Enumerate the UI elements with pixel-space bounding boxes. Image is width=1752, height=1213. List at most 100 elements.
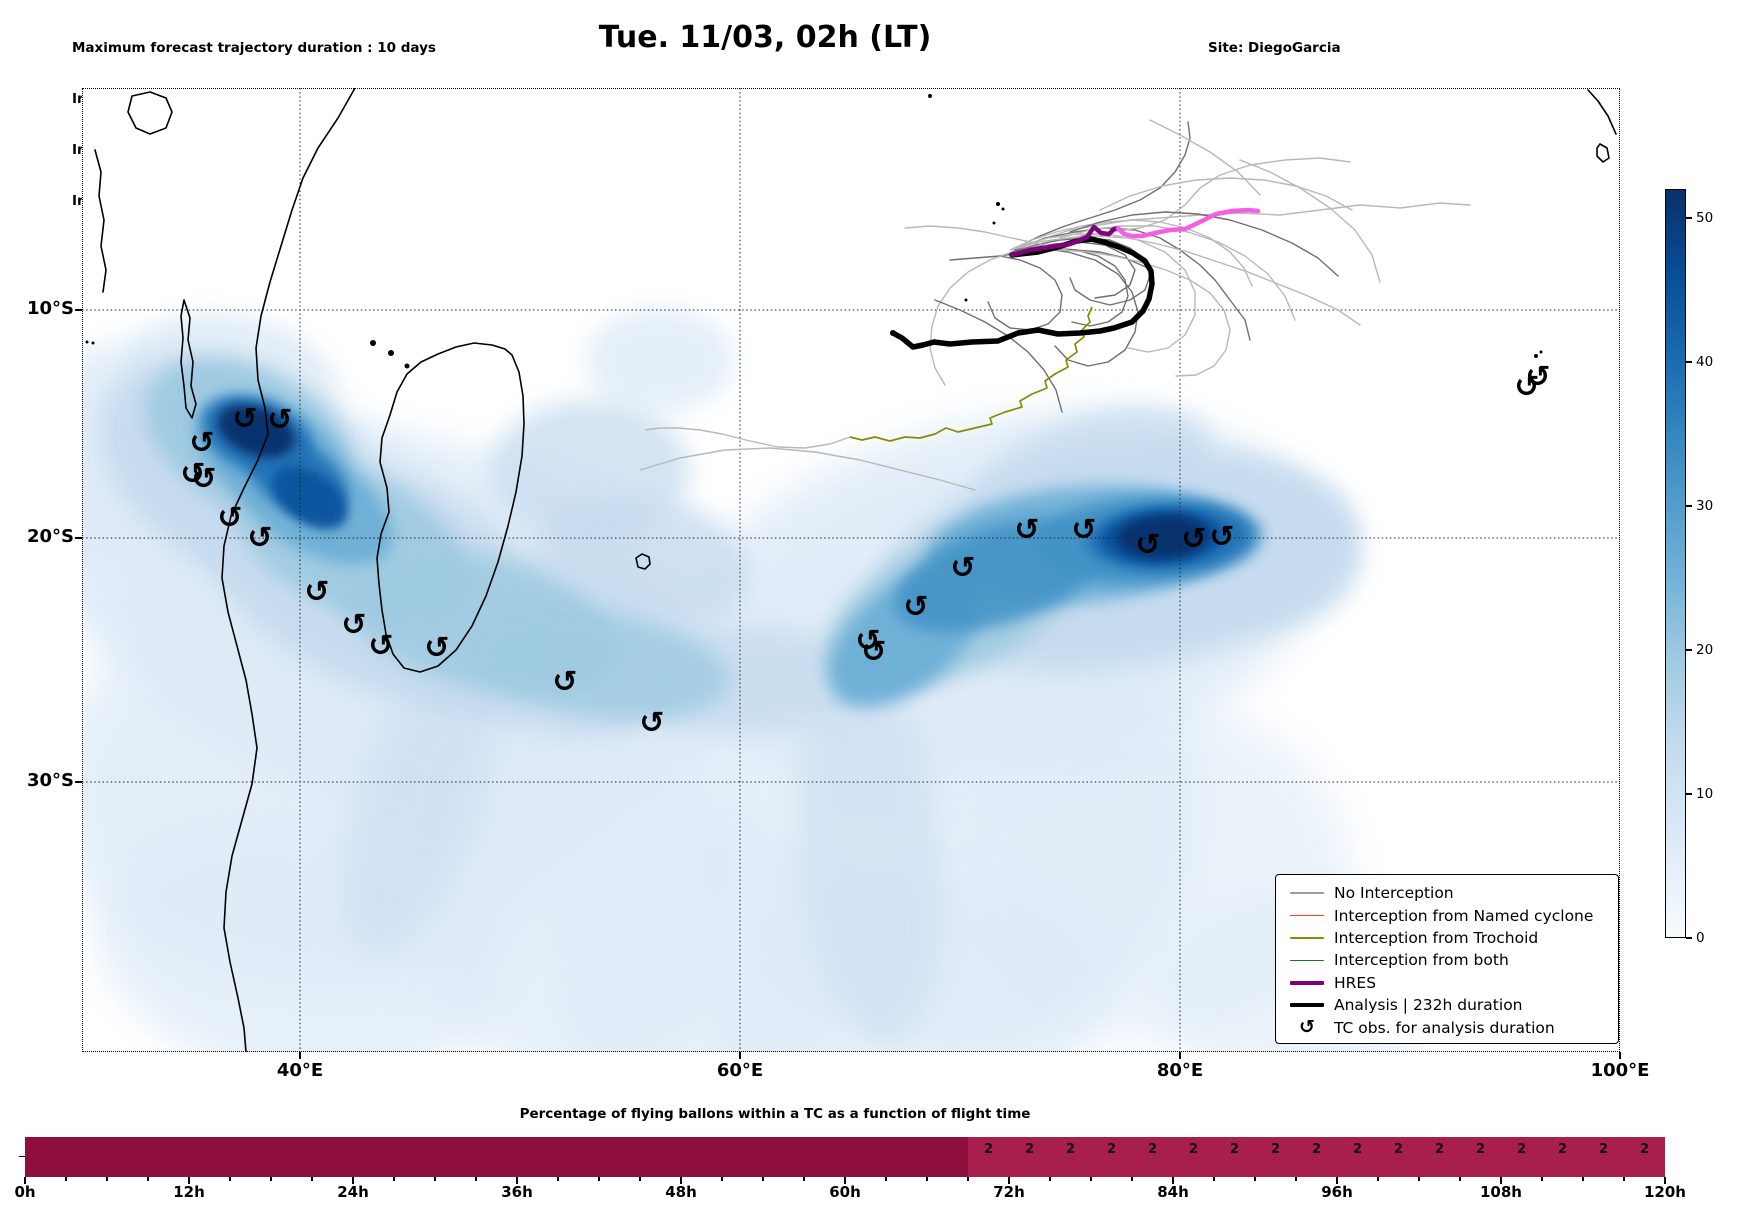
eps-trajectory-no-interception bbox=[929, 251, 1013, 386]
lat-tick-label: 10°S bbox=[26, 298, 74, 319]
flight-time-tick-label: 72h bbox=[993, 1183, 1025, 1201]
flight-time-tick-label: 108h bbox=[1480, 1183, 1522, 1201]
tc-obs-marker: ↺ bbox=[1135, 528, 1160, 563]
legend-line-swatch bbox=[1290, 1002, 1324, 1008]
island-dot bbox=[91, 341, 95, 345]
max-duration-text: Maximum forecast trajectory duration : 1… bbox=[72, 40, 436, 56]
africa-east-coast bbox=[221, 88, 356, 1052]
site-text: Site: DiegoGarcia bbox=[1208, 40, 1341, 56]
lake-victoria bbox=[127, 91, 173, 135]
flight-time-tick-label: 84h bbox=[1157, 1183, 1189, 1201]
flight-time-tick bbox=[1336, 1177, 1338, 1184]
colorbar-tick-mark bbox=[1686, 649, 1692, 651]
percent-value-label: 2 bbox=[1434, 1142, 1445, 1157]
trochoid-track bbox=[849, 306, 1093, 442]
island-dot bbox=[1534, 354, 1538, 358]
flight-time-tick bbox=[393, 1177, 395, 1181]
island-dot bbox=[388, 350, 394, 356]
legend-item-label: TC obs. for analysis duration bbox=[1334, 1018, 1555, 1037]
tc-obs-marker: ↺ bbox=[1014, 513, 1039, 548]
flight-time-y-tick bbox=[19, 1156, 25, 1158]
legend-swatch: ↺ bbox=[1290, 1018, 1324, 1037]
tc-obs-marker: ↺ bbox=[189, 426, 214, 461]
legend-item-label: Interception from Named cyclone bbox=[1334, 906, 1594, 925]
flight-time-tick bbox=[229, 1177, 231, 1181]
flight-time-tick bbox=[1623, 1177, 1625, 1181]
flight-time-tick-label: 36h bbox=[501, 1183, 533, 1201]
percent-value-label: 2 bbox=[1639, 1142, 1650, 1157]
tc-obs-marker: ↺ bbox=[903, 590, 928, 625]
flight-time-tick bbox=[721, 1177, 723, 1181]
tc-obs-marker: ↺ bbox=[341, 608, 366, 643]
legend-item: HRES bbox=[1282, 972, 1612, 994]
percent-value-label: 2 bbox=[1516, 1142, 1527, 1157]
eps-trajectory-no-interception bbox=[1149, 119, 1261, 196]
island-dot bbox=[85, 340, 89, 344]
percent-value-label: 2 bbox=[1147, 1142, 1158, 1157]
flight-time-tick bbox=[639, 1177, 641, 1181]
tc-obs-marker: ↺ bbox=[552, 665, 577, 700]
tc-obs-marker: ↺ bbox=[861, 635, 886, 670]
eps-trajectory-tail bbox=[644, 427, 851, 449]
percent-value-label: 2 bbox=[1106, 1142, 1117, 1157]
legend-swatch bbox=[1290, 980, 1324, 985]
colorbar-tick-label: 40 bbox=[1696, 353, 1714, 370]
island-dot bbox=[928, 94, 932, 98]
flight-time-tick bbox=[24, 1177, 26, 1184]
flight-time-tick-label: 120h bbox=[1644, 1183, 1686, 1201]
legend-item: Interception from Named cyclone bbox=[1282, 904, 1612, 926]
eps-trajectory-no-interception bbox=[1009, 219, 1253, 287]
legend-item: No Interception bbox=[1282, 882, 1612, 904]
legend-swatch bbox=[1290, 1002, 1324, 1008]
flight-time-tick bbox=[885, 1177, 887, 1181]
flight-time-tick bbox=[147, 1177, 149, 1181]
legend-line-swatch bbox=[1290, 937, 1324, 939]
flight-time-tick bbox=[65, 1177, 67, 1181]
legend-line-swatch bbox=[1290, 914, 1324, 917]
lat-tick-label: 20°S bbox=[26, 526, 74, 547]
flight-time-tick-label: 24h bbox=[337, 1183, 369, 1201]
tc-obs-marker: ↺ bbox=[267, 403, 292, 438]
colorbar-tick-mark bbox=[1686, 361, 1692, 363]
eps-trajectory-no-interception bbox=[1011, 249, 1231, 377]
colorbar-tick-label: 50 bbox=[1696, 209, 1714, 226]
lon-tick-label: 80°E bbox=[1156, 1060, 1204, 1081]
flight-time-bar: 2 2 2 2 2 2 2 2 2 2 2 2 2 2 2 2 2 bbox=[25, 1137, 1665, 1177]
eps-trajectory-no-interception bbox=[1059, 225, 1296, 321]
tc-obs-marker: ↺ bbox=[855, 624, 880, 659]
reunion-island bbox=[635, 553, 651, 570]
flight-time-tick bbox=[1254, 1177, 1256, 1181]
island-dot bbox=[992, 221, 996, 225]
tc-obs-marker: ↺ bbox=[232, 402, 257, 437]
flight-time-tick bbox=[1377, 1177, 1379, 1181]
madagascar bbox=[376, 342, 525, 673]
legend-item-label: Interception from both bbox=[1334, 951, 1509, 970]
tc-obs-marker: ↺ bbox=[1514, 370, 1539, 405]
lat-tick-label: 30°S bbox=[26, 770, 74, 791]
flight-time-tick bbox=[1418, 1177, 1420, 1181]
density-blob bbox=[585, 308, 735, 412]
flight-time-tick-label: 48h bbox=[665, 1183, 697, 1201]
island-dot bbox=[404, 363, 410, 369]
legend-item-label: Analysis | 232h duration bbox=[1334, 996, 1523, 1015]
eps-trajectory-no-interception bbox=[1017, 157, 1351, 253]
flight-time-tick bbox=[1049, 1177, 1051, 1181]
legend-item-label: No Interception bbox=[1334, 884, 1454, 903]
eps-trajectory-no-interception bbox=[1014, 227, 1251, 341]
percent-value-label: 2 bbox=[1065, 1142, 1076, 1157]
flight-time-tick bbox=[106, 1177, 108, 1181]
flight-time-tick bbox=[803, 1177, 805, 1181]
island-ne-corner bbox=[1596, 143, 1610, 163]
flight-time-tick bbox=[967, 1177, 969, 1181]
tc-obs-marker: ↺ bbox=[1181, 522, 1206, 557]
flight-time-tick bbox=[1664, 1177, 1666, 1184]
eps-trajectory-no-interception bbox=[934, 299, 1063, 413]
flight-time-tick-label: 0h bbox=[14, 1183, 36, 1201]
colorbar-tick-mark bbox=[1686, 217, 1692, 219]
legend-item: Interception from both bbox=[1282, 949, 1612, 971]
percent-value-label: 2 bbox=[1393, 1142, 1404, 1157]
tc-obs-marker: ↺ bbox=[180, 457, 205, 492]
tc-obs-marker: ↺ bbox=[191, 462, 216, 497]
flight-time-tick bbox=[434, 1177, 436, 1181]
lake-malawi bbox=[180, 299, 197, 419]
